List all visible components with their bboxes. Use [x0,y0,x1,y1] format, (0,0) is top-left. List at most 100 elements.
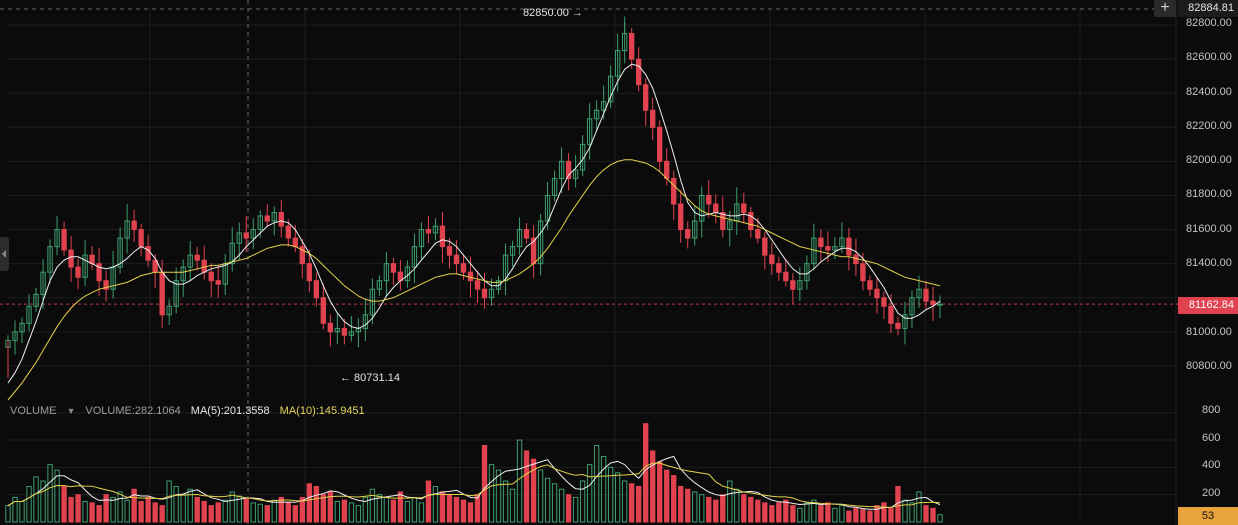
candle-body [145,246,151,261]
volume-bar [783,499,789,523]
volume-bar [96,505,102,523]
volume-bar [727,480,733,523]
volume-bar [75,494,81,523]
volume-bar [285,502,291,523]
volume-bar [488,464,495,523]
candle-body [881,297,887,307]
candle-body [313,280,320,299]
candle-body [285,225,291,239]
candle-body [923,288,929,302]
candle-body [481,288,488,299]
volume-bar [530,458,537,523]
volume-bar [678,485,684,523]
chevron-down-icon[interactable]: ▼ [66,406,76,416]
candle-body [790,280,796,290]
volume-bar [748,496,754,523]
candle-body [131,220,137,231]
candle-body [671,177,677,205]
volume-bar [26,485,32,523]
volume-bar [145,496,151,523]
volume-bar [713,499,719,523]
candle-body [874,288,880,299]
volume-bar [446,494,453,523]
candle-body [159,271,165,316]
volume-bar [523,450,530,523]
candle-body [201,259,207,273]
volume-bar [138,501,144,523]
candle-body [411,246,418,268]
volume-bar [551,483,558,523]
volume-bar [643,423,649,523]
sidebar-toggle-handle[interactable] [0,237,9,271]
price-tick: 82400.00 [1186,86,1232,98]
candle-body [706,194,712,205]
volume-bar [874,505,880,523]
candle-body [173,280,179,307]
volume-legend-title[interactable]: VOLUME [10,405,57,417]
volume-bar [306,483,312,523]
volume-bar [355,505,362,523]
candle-body [12,331,18,341]
volume-bar [776,502,782,523]
volume-ma5-line [7,455,941,510]
volume-bar [832,507,838,523]
volume-bar [474,494,481,523]
volume-bar [215,502,221,523]
candle-body [334,327,341,333]
volume-bar [180,494,186,523]
volume-bar [131,488,137,523]
volume-bar [762,502,768,523]
volume-bar [376,494,383,523]
volume-bar [657,461,663,523]
candle-body [299,246,305,265]
volume-bar [734,488,740,523]
volume-legend-ma5: MA(5):201.3558 [190,405,270,417]
candle-body [75,266,81,278]
volume-legend: VOLUME ▼ VOLUME:282.1064 MA(5):201.3558 … [10,405,365,417]
volume-bar [124,499,130,523]
candle-body [565,160,572,179]
candle-body [727,220,733,231]
volume-bar [313,485,320,523]
volume-bar [558,488,565,523]
volume-bar [755,499,761,523]
price-tick: 81800.00 [1186,188,1232,200]
volume-bar [152,502,158,523]
candle-body [306,263,312,282]
volume-bar [628,483,635,523]
volume-bar [902,499,908,523]
volume-bar [671,475,677,523]
price-tick: 82200.00 [1186,120,1232,132]
candle-body [867,280,873,290]
candle-body [243,232,249,239]
volume-bar [909,502,915,523]
candle-body [776,263,782,273]
volume-bar [54,469,60,523]
volume-bar [341,499,348,523]
crosshair-plus-icon[interactable]: + [1154,0,1176,17]
candle-body [797,280,803,290]
candle-body [769,254,775,265]
volume-bar [348,502,355,523]
candle-body [369,288,376,316]
candle-body [930,300,936,306]
price-tick: 81000.00 [1186,326,1232,338]
candle-body [341,327,348,336]
volume-bar [166,480,172,523]
volume-bar [33,476,39,523]
volume-bar [292,505,298,523]
volume-bar [278,496,284,523]
volume-bar [439,491,446,523]
volume-bar [614,472,621,523]
volume-bar [706,496,712,523]
candle-body [579,143,586,171]
volume-bar [425,480,432,523]
volume-bar [846,510,852,523]
candle-body [124,220,130,239]
candle-body [229,242,235,265]
volume-bar [600,455,607,523]
candle-body [860,263,866,282]
volume-bar [159,505,165,523]
